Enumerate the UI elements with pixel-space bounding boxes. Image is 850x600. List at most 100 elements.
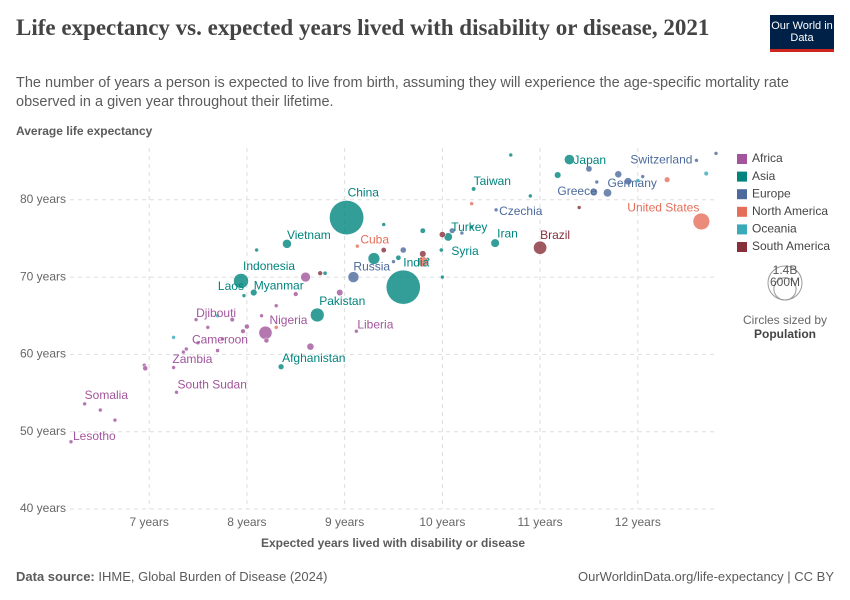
point-label: Djibouti	[196, 306, 236, 320]
logo[interactable]: Our World in Data	[770, 15, 834, 52]
bubble	[215, 348, 220, 353]
point-label: Czechia	[499, 204, 543, 218]
bubble	[171, 365, 176, 370]
bubble	[381, 222, 386, 227]
bubble	[68, 439, 74, 444]
point-label: Turkey	[451, 220, 487, 234]
bubble	[259, 313, 264, 318]
point-label: Nigeria	[269, 313, 307, 327]
x-tick-label: 7 years	[129, 515, 168, 529]
bubble	[594, 179, 600, 185]
point-label: Zambia	[172, 352, 212, 366]
bubble	[367, 252, 381, 265]
y-axis-label: Average life expectancy	[16, 124, 153, 138]
legend-label: Europe	[752, 186, 791, 200]
y-tick-label: 50 years	[20, 424, 66, 438]
point-label: Syria	[451, 244, 479, 258]
bubble	[385, 269, 421, 305]
bubble	[419, 227, 426, 234]
point-label: Myanmar	[254, 279, 304, 293]
legend-swatch	[737, 189, 747, 200]
bubble	[263, 337, 270, 344]
bubble	[181, 349, 186, 355]
title: Life expectancy vs. expected years lived…	[16, 15, 710, 40]
legend-label: Oceania	[752, 222, 797, 236]
bubble	[471, 186, 477, 192]
x-tick-label: 9 years	[325, 515, 364, 529]
bubble	[493, 207, 499, 213]
x-axis-label: Expected years lived with disability or …	[261, 536, 525, 550]
point-label: Iran	[497, 226, 518, 240]
bubble	[233, 273, 249, 289]
size-legend-label: 1.4B	[773, 263, 798, 277]
point-label: Greece	[557, 184, 597, 198]
bubble	[624, 177, 632, 186]
point-label: Vietnam	[287, 228, 331, 242]
point-label: Liberia	[357, 317, 393, 331]
point-label: Cameroon	[192, 332, 248, 346]
bubble	[277, 363, 285, 370]
bubble	[533, 240, 547, 255]
bubble	[220, 336, 225, 342]
x-tick-label: 12 years	[615, 515, 661, 529]
bubble	[380, 247, 387, 253]
bubble	[354, 328, 359, 334]
bubble	[293, 291, 299, 297]
bubble	[439, 247, 444, 253]
size-legend-title: Circles sized by	[743, 313, 827, 327]
bubble	[395, 254, 402, 261]
point-label: Pakistan	[319, 294, 365, 308]
bubble	[664, 176, 671, 183]
bubble	[585, 165, 593, 173]
bubble	[439, 231, 446, 238]
bubble	[490, 238, 500, 248]
bubble	[317, 270, 323, 276]
bubble	[215, 313, 220, 318]
bubble	[329, 200, 364, 235]
point-label: United States	[627, 201, 699, 215]
source: IHME, Global Burden of Disease (2024)	[98, 569, 328, 584]
bubble	[254, 247, 259, 253]
subtitle: The number of years a person is expected…	[16, 75, 789, 110]
point-label: Germany	[608, 176, 657, 190]
size-legend-circle	[773, 277, 797, 301]
bubble	[229, 317, 235, 323]
size-legend-variable: Population	[754, 327, 816, 341]
point-label: Taiwan	[474, 174, 511, 188]
legend-swatch	[737, 206, 747, 217]
x-tick-label: 11 years	[518, 515, 563, 529]
point-label: India	[403, 255, 429, 269]
bubble	[184, 346, 189, 352]
bubble	[174, 390, 179, 395]
bubble	[306, 342, 315, 351]
bubble	[193, 317, 199, 322]
point-label: South Sudan	[178, 377, 247, 391]
point-label: Cuba	[360, 232, 389, 246]
point-label: China	[348, 186, 380, 200]
bubble	[419, 250, 427, 258]
bubble	[310, 307, 325, 323]
bubble	[244, 323, 250, 330]
bubble	[273, 303, 279, 308]
footer-url[interactable]: OurWorldinData.org/life-expectancy | CC …	[577, 569, 834, 584]
bubble	[528, 193, 533, 199]
bubble	[459, 230, 465, 236]
bubble	[112, 417, 118, 423]
bubble	[250, 288, 258, 297]
footer-source: Data source: IHME, Global Burden of Dise…	[16, 569, 327, 584]
bubble	[449, 227, 456, 234]
bubble	[391, 259, 396, 264]
bubble	[554, 171, 562, 179]
point-label: Laos	[218, 279, 244, 293]
size-legend-label: 600M	[770, 275, 800, 289]
y-tick-label: 40 years	[20, 501, 66, 515]
y-tick-label: 60 years	[20, 347, 66, 361]
bubble	[603, 188, 612, 198]
point-label: Japan	[573, 153, 606, 167]
x-tick-label: 10 years	[419, 515, 465, 529]
bubble	[171, 335, 176, 340]
point-label: Russia	[353, 259, 390, 273]
bubble	[82, 401, 87, 407]
source-label: Data source:	[16, 569, 95, 584]
